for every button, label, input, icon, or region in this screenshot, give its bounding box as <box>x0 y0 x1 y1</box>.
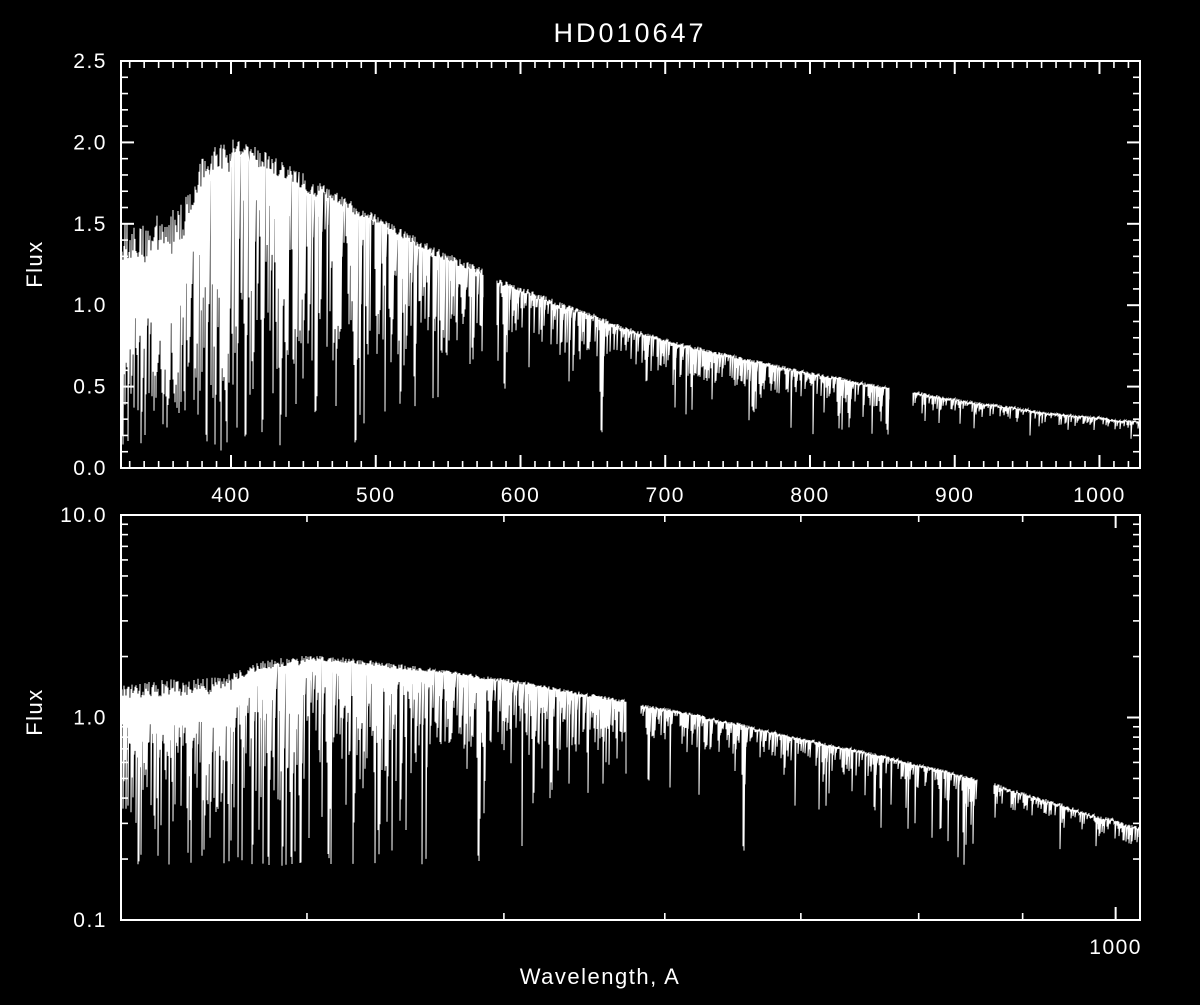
panel1-y-tick-label: 1.0 <box>73 294 107 317</box>
x-axis-title: Wavelength, A <box>520 964 681 989</box>
panel1-spectrum-trace <box>120 139 1141 451</box>
panel2-y-tick-label: 10.0 <box>60 504 107 527</box>
panel1-x-tick-label: 900 <box>935 484 975 507</box>
panel2-y-axis-title: Flux <box>22 688 47 736</box>
panel1-y-tick-label: 2.5 <box>73 50 107 73</box>
panel1-y-tick-label: 1.5 <box>73 213 107 236</box>
chart-title: HD010647 <box>553 18 706 48</box>
panel2-y-tick-label: 0.1 <box>73 909 107 932</box>
panel1-y-tick-label: 0.0 <box>73 457 107 480</box>
panel1-y-tick-label: 2.0 <box>73 131 107 154</box>
panel2-x-tick-label: 1000 <box>1089 936 1142 959</box>
panel1-x-tick-label: 600 <box>501 484 541 507</box>
generated-plot-layer: 400 500 600 700 800 900 1000 0.0 0.5 1.0 1.5 2.0 2.5… <box>60 50 1142 959</box>
panel2-y-tick-label: 1.0 <box>73 707 107 730</box>
panel1-x-tick-label: 1000 <box>1073 484 1126 507</box>
panel1-x-tick-label: 800 <box>790 484 830 507</box>
panel1-y-axis-title: Flux <box>22 240 47 288</box>
panel1-x-tick-label: 700 <box>645 484 685 507</box>
panel1-y-tick-label: 0.5 <box>73 376 107 399</box>
panel1-x-tick-label: 500 <box>356 484 396 507</box>
panel2-spectrum-trace <box>120 655 1141 866</box>
panel1-x-tick-label: 400 <box>211 484 251 507</box>
